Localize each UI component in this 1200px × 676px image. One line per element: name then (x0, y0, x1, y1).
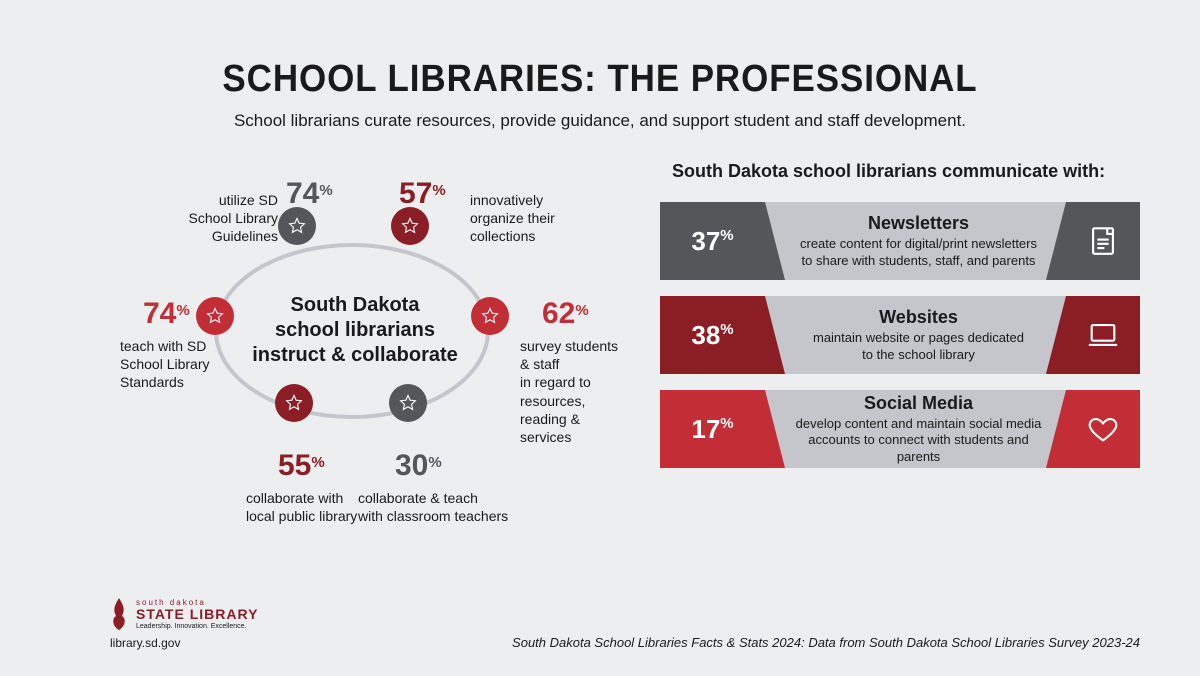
ellipse-stat: 55% (278, 449, 325, 483)
bar-desc: develop content and maintain social medi… (795, 416, 1042, 465)
page-title: SCHOOL LIBRARIES: THE PROFESSIONAL (48, 0, 1152, 101)
bar-title: Newsletters (868, 213, 969, 234)
bar-title: Social Media (864, 393, 973, 414)
ellipse-node (471, 297, 509, 335)
ellipse-label: innovativelyorganize theircollections (470, 191, 555, 246)
ellipse-node (196, 297, 234, 335)
ellipse-stat: 57% (399, 177, 446, 211)
comm-bar: 37%Newsletterscreate content for digital… (660, 202, 1140, 280)
ellipse-chart: South Dakotaschool librariansinstruct & … (50, 161, 630, 531)
comm-bar: 17%Social Mediadevelop content and maint… (660, 390, 1140, 468)
comm-bar: 38%Websitesmaintain website or pages ded… (660, 296, 1140, 374)
ellipse-label: utilize SDSchool LibraryGuidelines (168, 191, 278, 246)
bar-title: Websites (879, 307, 958, 328)
ellipse-stat: 74% (286, 177, 333, 211)
logo-main: STATE LIBRARY (136, 607, 258, 621)
bar-body: Websitesmaintain website or pages dedica… (765, 296, 1066, 374)
bar-value: 38% (660, 296, 765, 374)
ellipse-stat: 62% (542, 297, 589, 331)
ellipse-stat: 74% (143, 297, 190, 331)
bars-section: South Dakota school librarians communica… (630, 161, 1140, 531)
logo-tag: Leadership. Innovation. Excellence. (136, 623, 258, 630)
ellipse-label: collaborate & teachwith classroom teache… (358, 489, 508, 525)
bar-icon (1066, 296, 1140, 374)
bar-desc: create content for digital/print newslet… (800, 236, 1037, 269)
flame-icon (110, 596, 128, 632)
logo: south dakota STATE LIBRARY Leadership. I… (110, 596, 258, 632)
ellipse-node (389, 384, 427, 422)
ellipse-label: teach with SDSchool LibraryStandards (120, 337, 210, 392)
footer-url: library.sd.gov (110, 636, 180, 650)
bars-title: South Dakota school librarians communica… (672, 161, 1140, 182)
content-row: South Dakotaschool librariansinstruct & … (0, 161, 1200, 531)
ellipse-stat: 30% (395, 449, 442, 483)
ellipse-node (278, 207, 316, 245)
ellipse-node (275, 384, 313, 422)
bar-desc: maintain website or pages dedicatedto th… (813, 330, 1024, 363)
ellipse-label: collaborate withlocal public library (246, 489, 357, 525)
ellipse-center-text: South Dakotaschool librariansinstruct & … (250, 293, 460, 368)
bar-value: 17% (660, 390, 765, 468)
bar-body: Social Mediadevelop content and maintain… (765, 390, 1066, 468)
page-subtitle: School librarians curate resources, prov… (0, 111, 1200, 131)
ellipse-node (391, 207, 429, 245)
bar-icon (1066, 202, 1140, 280)
bar-value: 37% (660, 202, 765, 280)
bar-body: Newsletterscreate content for digital/pr… (765, 202, 1066, 280)
ellipse-label: survey students & staffin regard to reso… (520, 337, 630, 446)
bar-icon (1066, 390, 1140, 468)
footer-credit: South Dakota School Libraries Facts & St… (512, 635, 1140, 650)
